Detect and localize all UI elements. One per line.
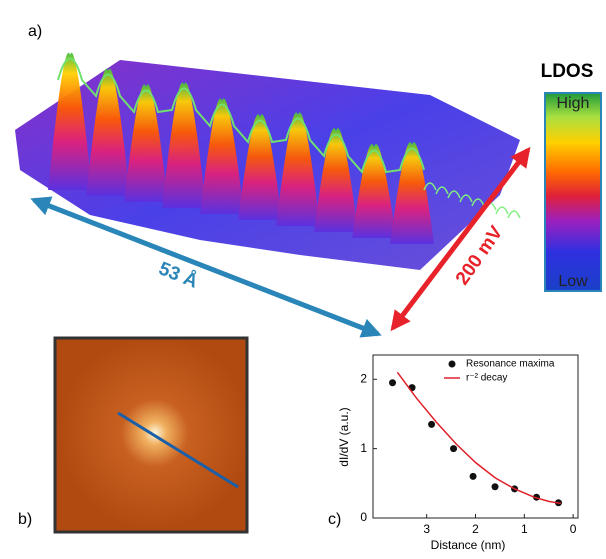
fit-line xyxy=(396,371,562,505)
x-tick-label: 2 xyxy=(472,522,479,536)
surface-ridge xyxy=(57,57,425,175)
surface-peak xyxy=(86,68,130,196)
colorbar-high: High xyxy=(557,95,590,112)
surface-peak xyxy=(162,82,206,208)
data-point xyxy=(389,379,397,387)
energy-arrow xyxy=(390,146,531,332)
panel-label: b) xyxy=(18,511,32,528)
surface-ripple xyxy=(507,210,521,219)
panel-label: c) xyxy=(328,511,341,528)
ldos-surface xyxy=(15,52,521,270)
legend-label: r⁻² decay xyxy=(466,373,507,384)
y-tick-label: 1 xyxy=(360,441,367,455)
x-tick-label: 0 xyxy=(570,522,577,536)
x-tick-label: 3 xyxy=(423,522,430,536)
data-point xyxy=(469,472,477,480)
data-point xyxy=(491,483,499,491)
y-tick-label: 0 xyxy=(360,510,367,524)
surface-peak xyxy=(200,98,244,214)
y-axis-label: dI/dV (a.u.) xyxy=(337,407,351,466)
data-point xyxy=(450,445,458,453)
surface-ripple xyxy=(495,206,509,215)
legend-label: Resonance maxima xyxy=(466,359,555,370)
y-tick-label: 2 xyxy=(360,371,367,385)
surface-peak xyxy=(48,52,92,190)
colorbar xyxy=(544,92,602,292)
surface-peak xyxy=(238,114,282,220)
surface-peak xyxy=(124,84,168,202)
legend-swatch xyxy=(448,360,456,368)
line-cut xyxy=(117,411,239,489)
data-point xyxy=(428,420,436,428)
colorbar-title: LDOS xyxy=(541,61,594,82)
x-axis-label: Distance (nm) xyxy=(431,538,506,552)
panel-label: a) xyxy=(28,23,42,40)
width-arrow xyxy=(30,196,382,338)
colorbar-low: Low xyxy=(558,273,588,290)
x-tick-label: 1 xyxy=(521,522,528,536)
